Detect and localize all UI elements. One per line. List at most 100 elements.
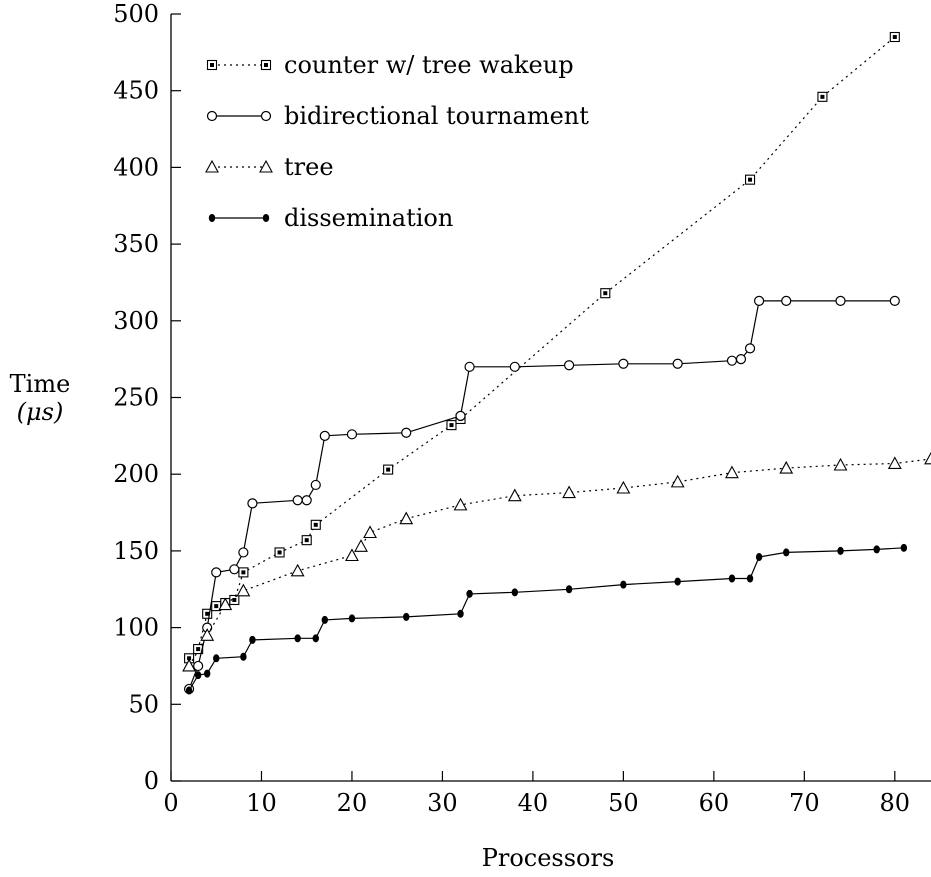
circle-marker bbox=[310, 479, 321, 491]
triangle-marker bbox=[345, 548, 359, 562]
legend-label: counter w/ tree wakeup bbox=[284, 51, 574, 79]
triangle-marker bbox=[924, 451, 931, 465]
legend-label: dissemination bbox=[284, 204, 453, 232]
square-marker bbox=[202, 608, 213, 619]
filled-circle-marker bbox=[262, 214, 270, 222]
series-line bbox=[188, 36, 896, 659]
y-tick-label: 0 bbox=[144, 767, 159, 795]
y-tick-label: 100 bbox=[113, 614, 159, 642]
triangle-marker bbox=[562, 485, 577, 499]
triangle-marker bbox=[399, 511, 414, 525]
circle-marker bbox=[753, 295, 765, 306]
circle-marker bbox=[346, 429, 358, 440]
filled-circle-marker bbox=[240, 652, 247, 661]
square-marker bbox=[817, 91, 828, 102]
triangle-marker bbox=[236, 583, 251, 597]
filled-circle-marker bbox=[783, 548, 790, 557]
y-tick-label: 50 bbox=[128, 690, 159, 718]
series-tree bbox=[182, 451, 931, 672]
triangle-marker bbox=[218, 597, 233, 611]
y-tick-label: 300 bbox=[113, 307, 159, 335]
circle-marker bbox=[744, 343, 756, 354]
filled-circle-marker bbox=[674, 577, 681, 586]
series-counter-w-tree-wakeup bbox=[184, 31, 900, 664]
circle-marker bbox=[672, 358, 683, 369]
filled-circle-marker bbox=[185, 686, 193, 695]
y-tick-label: 500 bbox=[113, 0, 159, 28]
x-axis-label: Processors bbox=[482, 844, 615, 872]
triangle-marker bbox=[290, 563, 305, 577]
circle-marker bbox=[464, 361, 475, 372]
circle-marker bbox=[735, 354, 747, 365]
triangle-marker bbox=[616, 480, 631, 494]
y-tick-label: 250 bbox=[113, 384, 159, 412]
filled-circle-marker bbox=[457, 609, 464, 618]
circle-marker bbox=[301, 495, 312, 506]
circle-marker bbox=[206, 110, 218, 122]
series-layer bbox=[182, 31, 931, 695]
x-tick-label: 10 bbox=[246, 789, 277, 817]
triangle-marker bbox=[363, 525, 377, 539]
filled-circle-marker bbox=[565, 585, 573, 594]
square-marker bbox=[383, 464, 394, 475]
series-line bbox=[188, 300, 895, 690]
filled-circle-marker bbox=[213, 654, 220, 663]
series-bidirectional-tournament bbox=[183, 295, 900, 695]
filled-circle-marker bbox=[511, 588, 519, 597]
circle-marker bbox=[509, 361, 520, 372]
square-marker bbox=[600, 288, 611, 299]
legend-item: counter w/ tree wakeup bbox=[206, 51, 574, 79]
x-tick-label: 20 bbox=[337, 789, 368, 817]
series-line bbox=[188, 547, 904, 691]
filled-circle-marker bbox=[620, 580, 627, 589]
triangle-marker bbox=[354, 539, 368, 552]
x-tick-label: 50 bbox=[608, 789, 639, 817]
legend: counter w/ tree wakeup bidirectional tour… bbox=[205, 51, 589, 232]
y-tick-label: 150 bbox=[113, 537, 159, 565]
x-tick-label: 80 bbox=[880, 789, 911, 817]
circle-marker bbox=[563, 360, 575, 371]
circle-marker bbox=[292, 495, 303, 506]
y-axis-label-line2: (μs) bbox=[17, 398, 64, 426]
circle-marker bbox=[618, 358, 629, 369]
legend-label: bidirectional tournament bbox=[284, 102, 589, 130]
filled-circle-marker bbox=[728, 574, 736, 583]
circle-marker bbox=[401, 427, 412, 438]
circle-marker bbox=[835, 295, 846, 306]
circle-marker bbox=[247, 498, 258, 509]
legend-label: tree bbox=[284, 153, 334, 181]
triangle-marker bbox=[887, 456, 902, 470]
triangle-marker bbox=[182, 658, 197, 672]
x-tick-label: 70 bbox=[789, 789, 820, 817]
triangle-marker bbox=[259, 159, 273, 173]
circle-marker bbox=[319, 430, 330, 441]
circle-marker bbox=[238, 547, 249, 558]
circle-marker bbox=[889, 295, 900, 306]
square-marker bbox=[446, 420, 457, 431]
legend-item: tree bbox=[205, 153, 334, 181]
triangle-marker bbox=[779, 460, 794, 474]
filled-circle-marker bbox=[900, 543, 908, 552]
y-tick-label: 450 bbox=[113, 77, 159, 105]
legend-item: dissemination bbox=[208, 204, 453, 232]
series-dissemination bbox=[185, 543, 908, 695]
filled-circle-marker bbox=[466, 589, 473, 598]
square-marker bbox=[310, 519, 321, 530]
filled-circle-marker bbox=[755, 553, 763, 562]
circle-marker bbox=[193, 660, 204, 672]
filled-circle-marker bbox=[873, 545, 880, 554]
legend-item: bidirectional tournament bbox=[206, 102, 589, 130]
triangle-marker bbox=[507, 488, 522, 502]
y-tick-label: 200 bbox=[113, 460, 159, 488]
x-tick-label: 60 bbox=[699, 789, 730, 817]
filled-circle-marker bbox=[403, 612, 410, 621]
triangle-marker bbox=[833, 457, 848, 471]
circle-marker bbox=[229, 564, 240, 575]
x-tick-label: 40 bbox=[518, 789, 549, 817]
x-tick-label: 0 bbox=[163, 789, 178, 817]
tick-labels: 0 50 100 150 200 250 300 350 400 450 500 0 10 20 30 40 5… bbox=[113, 0, 910, 817]
y-axis-label-line1: Time bbox=[10, 370, 71, 398]
square-marker bbox=[301, 535, 312, 546]
triangle-marker bbox=[453, 497, 468, 511]
